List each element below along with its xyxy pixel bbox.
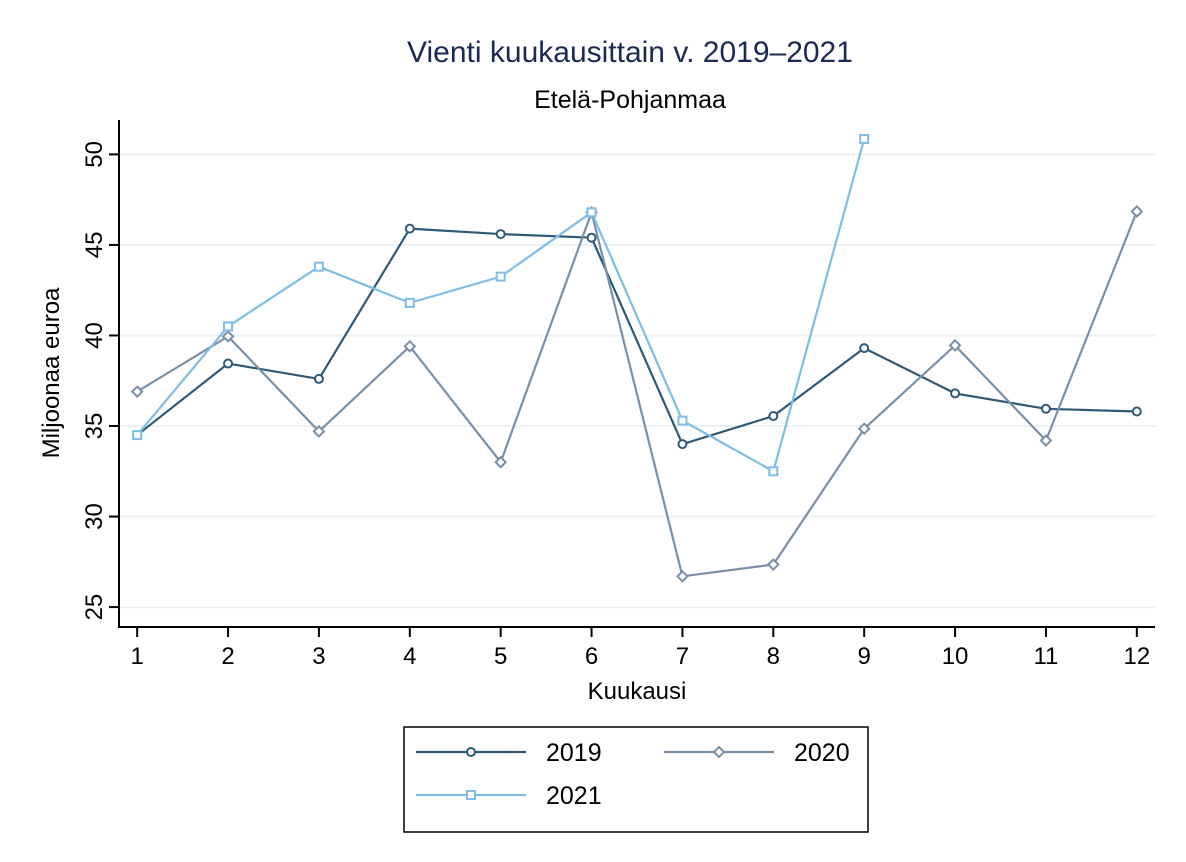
y-tick-label: 45 [81,232,108,259]
legend-marker-2019 [466,747,476,757]
data-point-2020 [1130,205,1144,218]
data-point-2019 [950,388,961,399]
x-tick-label: 10 [942,643,969,670]
data-point-2021 [313,261,324,272]
y-tick-label: 50 [81,141,108,168]
legend-box [403,726,869,833]
y-tick-label: 40 [81,322,108,349]
legend-label: 2019 [546,739,602,767]
y-axis-label: Miljoonaa euroa [38,287,65,458]
x-tick-label: 9 [858,643,871,670]
x-tick-label: 8 [767,643,780,670]
series-line-2020 [136,208,1138,578]
data-point-2021 [404,297,415,308]
data-point-2020 [494,455,508,469]
legend-marker-2021 [466,790,476,800]
x-tick-label: 1 [130,643,143,670]
x-tick-label: 11 [1033,643,1058,670]
data-point-2021 [586,207,597,218]
y-tick-label: 35 [81,413,108,440]
data-point-2021 [859,134,870,145]
series-group [130,134,1144,583]
x-tick-label: 2 [221,643,234,670]
data-point-2020 [948,339,962,352]
x-tick-label: 12 [1123,643,1150,670]
data-point-2020 [403,339,417,353]
data-point-2020 [312,425,326,438]
data-point-2020 [130,385,144,399]
x-tick-label: 6 [585,643,598,670]
data-point-2019 [223,358,234,369]
data-point-2019 [404,223,415,234]
data-point-2019 [768,411,779,422]
gridlines [119,153,1155,609]
data-point-2020 [1039,434,1053,447]
legend-label: 2020 [794,739,850,767]
x-tick-label: 7 [676,643,689,670]
legend: 2019 2020 2021 [403,726,869,833]
chart-subtitle: Etelä-Pohjanmaa [534,86,726,114]
data-point-2021 [768,466,779,477]
chart-title: Vienti kuukausittain v. 2019–2021 [407,36,853,69]
data-point-2019 [677,439,688,450]
data-point-2021 [677,415,688,426]
data-point-2019 [859,343,870,354]
y-tick-label: 25 [81,594,108,621]
data-point-2020 [221,329,235,343]
data-point-2021 [132,430,143,441]
x-axis-label: Kuukausi [588,678,687,705]
data-point-2019 [313,373,324,384]
y-tick-label: 30 [81,503,108,530]
data-point-2020 [676,569,689,583]
series-line-2019 [136,227,1137,446]
legend-marker-2020 [712,745,726,759]
x-tick-label: 5 [494,643,507,670]
data-point-2020 [766,558,780,571]
data-point-2021 [223,321,234,332]
legend-label: 2021 [546,782,602,810]
data-point-2019 [1040,403,1051,414]
x-tick-label: 4 [403,643,416,670]
data-point-2020 [857,422,871,436]
data-point-2021 [495,271,506,282]
data-point-2019 [1131,406,1142,417]
data-point-2019 [495,229,506,240]
data-point-2019 [586,232,597,243]
x-tick-label: 3 [312,643,325,670]
